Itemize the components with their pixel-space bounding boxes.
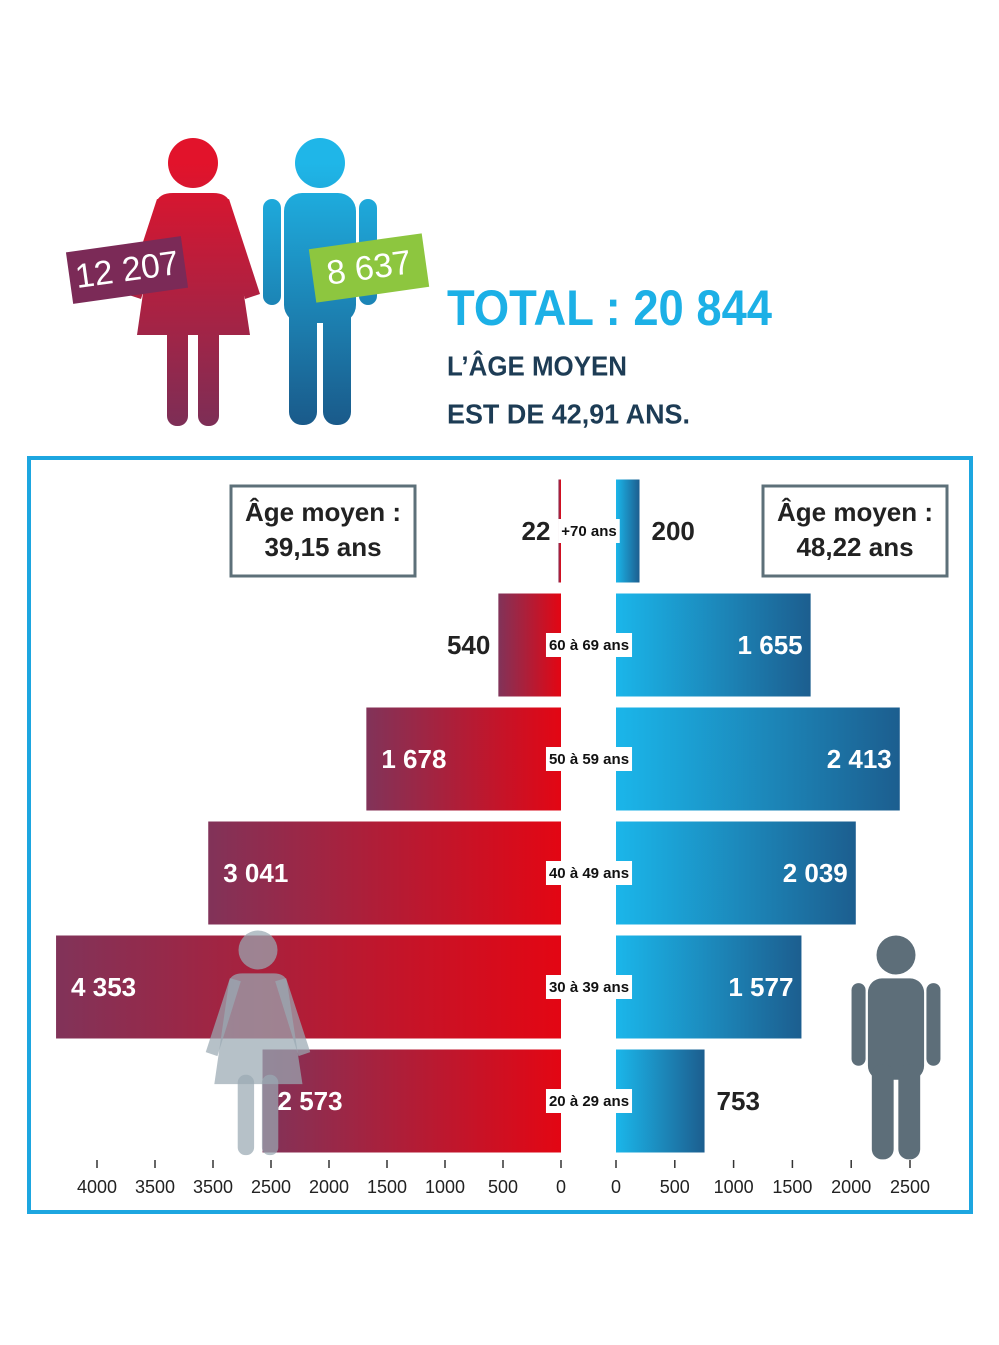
value-label: 1 655	[738, 630, 803, 660]
value-label: 200	[652, 516, 695, 546]
x-tick-label: 3500	[135, 1177, 175, 1197]
value-label: 2 039	[783, 858, 848, 888]
average-box	[761, 484, 949, 578]
category-background	[545, 1089, 633, 1113]
x-tick-label: 2500	[251, 1177, 291, 1197]
average-text: Âge moyen :	[245, 497, 401, 527]
bar	[208, 821, 561, 925]
category-label: 60 à 69 ans	[549, 637, 629, 654]
bar	[616, 479, 640, 583]
bar	[616, 707, 900, 811]
average-text: 39,15 ans	[264, 532, 381, 562]
total: TOTAL : 20 844	[447, 280, 772, 336]
badge-background	[308, 233, 430, 303]
category-background	[545, 633, 633, 657]
x-tick-label: 500	[660, 1177, 690, 1197]
x-tick-label: 1000	[714, 1177, 754, 1197]
category-background	[545, 747, 633, 771]
value-label: 4 353	[71, 972, 136, 1002]
x-tick-label: 2500	[890, 1177, 930, 1197]
category-label: 30 à 39 ans	[549, 979, 629, 996]
x-tick-label: 2000	[831, 1177, 871, 1197]
x-tick-label: 3500	[193, 1177, 233, 1197]
value-label: 2 413	[827, 744, 892, 774]
x-tick-label: 1500	[772, 1177, 812, 1197]
value-label: 22	[522, 516, 551, 546]
bars	[56, 479, 900, 1153]
value-label: 2 573	[278, 1086, 343, 1116]
women-total-badge: 12 207	[65, 236, 189, 304]
category-label: +70 ans	[561, 523, 616, 540]
average-text: 48,22 ans	[796, 532, 913, 562]
badge-background	[65, 236, 189, 304]
category-label: 50 à 59 ans	[549, 751, 629, 768]
man-icon-overlay	[851, 935, 941, 1160]
chart-frame	[27, 456, 973, 1214]
bar	[616, 935, 802, 1039]
category-label: 40 à 49 ans	[549, 865, 629, 882]
value-label: 1 577	[728, 972, 793, 1002]
category-background	[545, 861, 633, 885]
bar	[262, 1049, 561, 1153]
bar	[616, 593, 811, 697]
average-line-1: L’ÂGE MOYEN	[447, 350, 627, 381]
x-tick-label: 0	[611, 1177, 621, 1197]
average-line-2: EST DE 42,91 ANS.	[447, 398, 690, 429]
category-background	[558, 519, 620, 543]
average-box	[229, 484, 417, 578]
men-total-badge: 8 637	[308, 233, 430, 303]
x-tick-label: 1500	[367, 1177, 407, 1197]
value-label: 3 041	[223, 858, 288, 888]
bar	[616, 821, 856, 925]
average-text: Âge moyen :	[777, 497, 933, 527]
bar	[366, 707, 561, 811]
category-label: 20 à 29 ans	[549, 1093, 629, 1110]
bar	[56, 935, 561, 1039]
x-tick-label: 0	[556, 1177, 566, 1197]
value-label: 753	[717, 1086, 760, 1116]
category-background	[545, 975, 633, 999]
labels: 22 540 1 678 3 041 4 353 2 573 4000 3500 3500 250…	[71, 484, 949, 1197]
x-tick-label: 4000	[77, 1177, 117, 1197]
value-label: 540	[447, 630, 490, 660]
x-tick-label: 1000	[425, 1177, 465, 1197]
value-label: 1 678	[381, 744, 446, 774]
x-tick-label: 2000	[309, 1177, 349, 1197]
x-tick-label: 500	[488, 1177, 518, 1197]
